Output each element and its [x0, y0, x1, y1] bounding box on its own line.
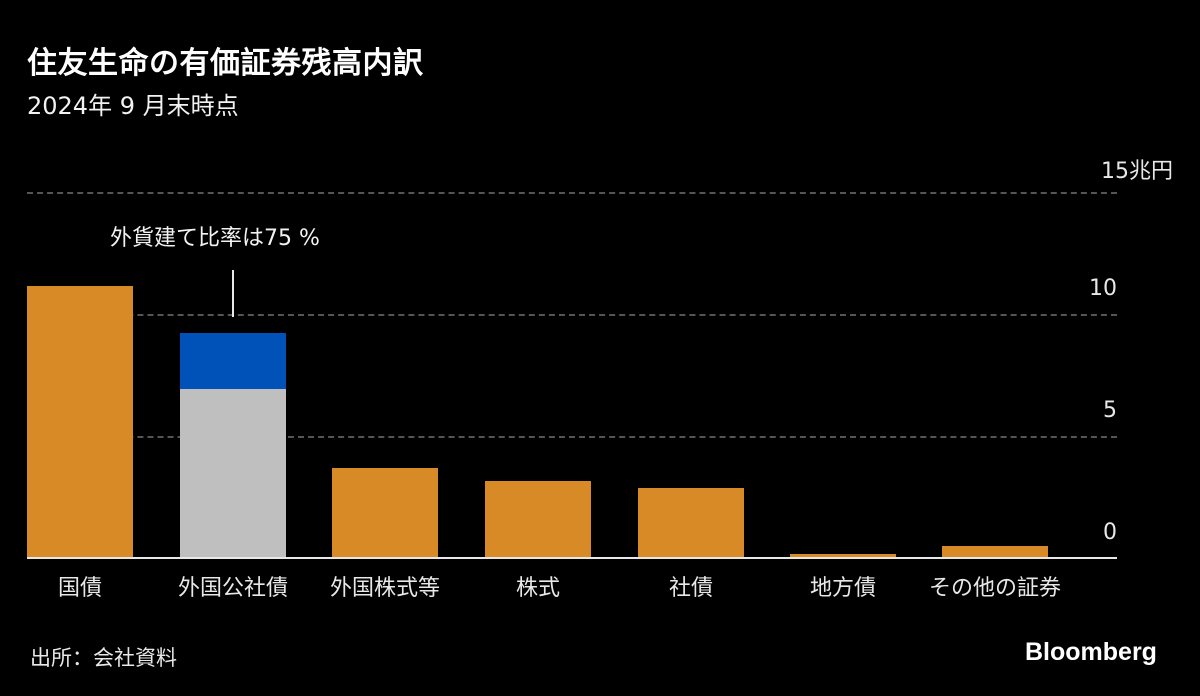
- y-tick-0: 0: [1103, 520, 1117, 545]
- x-label-municipal-bonds: 地方債: [809, 576, 876, 601]
- y-tick-10: 10: [1089, 276, 1117, 301]
- annotation-fx-ratio: 外貨建て比率は75 %: [110, 226, 320, 251]
- y-tick-5: 5: [1103, 398, 1117, 423]
- bloomberg-logo: Bloomberg: [1025, 638, 1157, 666]
- annotation-leader-line: [232, 270, 234, 317]
- x-label-jgb: 国債: [57, 576, 102, 601]
- x-label-other-securities: その他の証券: [928, 576, 1061, 601]
- bar-foreign-bonds: [180, 333, 286, 558]
- y-tick-15: 15兆円: [1101, 159, 1173, 184]
- gridline-15: [27, 192, 1117, 194]
- bar-jgb: [27, 286, 133, 558]
- x-label-foreign-stocks: 外国株式等: [329, 576, 440, 601]
- gridline-10: [27, 314, 1117, 316]
- gridline-5: [27, 436, 1117, 438]
- x-axis-baseline: [27, 557, 1117, 559]
- bar-municipal-bonds: [790, 554, 896, 558]
- chart-subtitle: 2024年 9 月末時点: [27, 92, 239, 120]
- source-note: 出所：会社資料: [30, 646, 177, 670]
- x-label-stocks: 株式: [515, 576, 560, 601]
- bar-corporate-bonds: [638, 488, 744, 558]
- chart-title: 住友生命の有価証券残高内訳: [27, 46, 424, 81]
- segment-yen-denominated: [180, 333, 286, 389]
- bar-foreign-stocks: [332, 468, 438, 558]
- bar-stocks: [485, 481, 591, 558]
- segment-foreign-currency: [180, 389, 286, 558]
- bar-other-securities: [942, 546, 1048, 558]
- x-label-corporate-bonds: 社債: [668, 576, 713, 601]
- x-label-foreign-bonds: 外国公社債: [177, 576, 288, 601]
